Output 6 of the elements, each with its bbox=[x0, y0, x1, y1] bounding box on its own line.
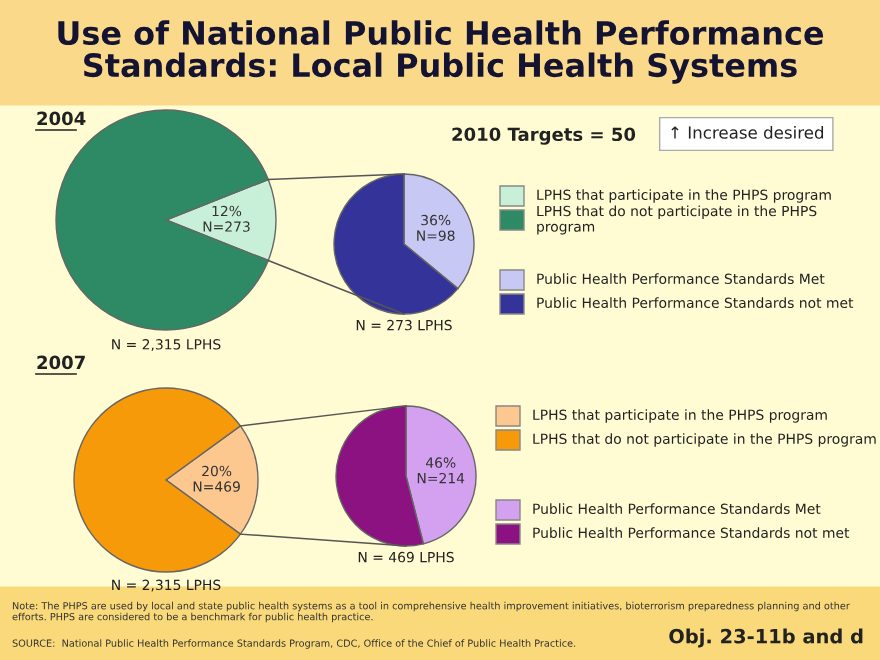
text: Obj. 23-11b and d bbox=[669, 628, 863, 648]
chart-subtitle: 2007 bbox=[37, 355, 85, 370]
chart-subtitle: 2004 bbox=[37, 111, 86, 126]
chart-title: Use of National Public Health Performance Standards: Local Public Health Systems bbox=[58, 20, 824, 84]
text: 2010 Targets = 50 bbox=[452, 127, 636, 145]
text: ↑ Increase desired bbox=[671, 125, 824, 139]
